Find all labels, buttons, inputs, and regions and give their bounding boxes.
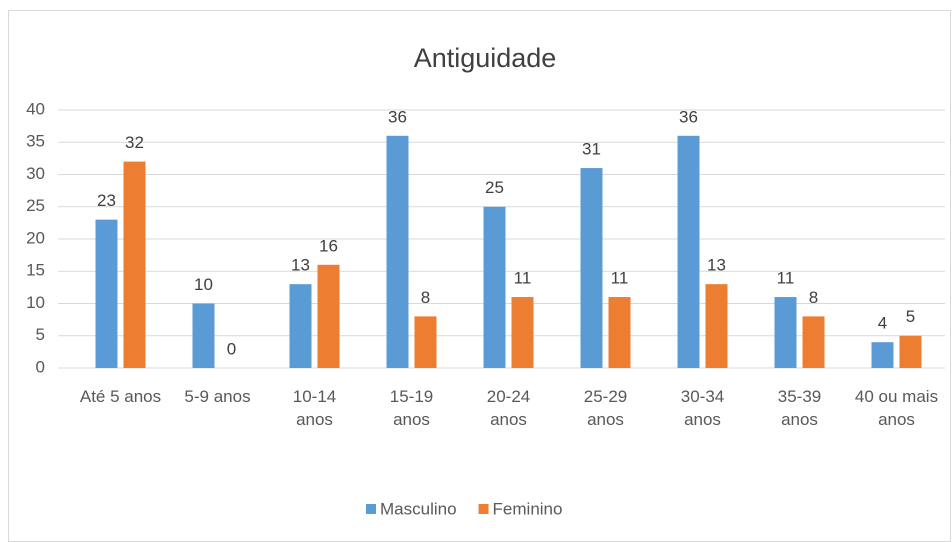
bar: [414, 316, 437, 368]
x-tick-label: 40 ou mais anos: [855, 387, 938, 429]
y-tick-label: 25: [26, 196, 45, 215]
bar: [608, 297, 631, 368]
data-label: 5: [906, 307, 915, 326]
y-tick-label: 0: [36, 357, 45, 376]
data-label: 16: [319, 236, 338, 255]
x-tick-label: 20-24 anos: [487, 387, 530, 429]
data-label: 23: [97, 191, 116, 210]
x-tick-label: 25-29 anos: [584, 387, 627, 429]
bar: [511, 297, 534, 368]
data-label: 32: [125, 133, 144, 152]
data-label: 8: [421, 288, 430, 307]
bar: [289, 284, 312, 368]
y-tick-label: 20: [26, 228, 45, 247]
x-tick-label: 10-14 anos: [293, 387, 336, 429]
bar: [317, 264, 340, 368]
x-tick-label: 30-34 anos: [681, 387, 724, 429]
y-tick-label: 30: [26, 164, 45, 183]
y-tick-label: 40: [26, 99, 45, 118]
bar: [386, 135, 409, 368]
data-label: 11: [777, 269, 795, 288]
data-label: 8: [809, 288, 818, 307]
bar: [95, 219, 118, 368]
x-tick-label: 5-9 anos: [184, 387, 250, 406]
x-tick-label: 15-19 anos: [390, 387, 433, 429]
data-label: 4: [878, 314, 887, 333]
bar: [705, 284, 728, 368]
chart-border: [8, 10, 951, 542]
chart-title: Antiguidade: [414, 43, 557, 73]
data-label: 0: [227, 339, 236, 358]
legend-label: Feminino: [493, 499, 563, 518]
x-tick-label: Até 5 anos: [80, 387, 161, 406]
bar: [192, 303, 215, 368]
data-label: 31: [582, 140, 601, 159]
bar: [871, 342, 894, 368]
legend-swatch: [478, 504, 489, 514]
bar: [774, 297, 797, 368]
y-tick-label: 5: [36, 325, 45, 344]
data-label: 13: [291, 256, 310, 275]
legend-label: Masculino: [380, 499, 457, 518]
bar: [123, 161, 146, 368]
data-label: 13: [707, 256, 726, 275]
bar: [677, 135, 700, 368]
data-label: 36: [679, 107, 698, 126]
data-label: 25: [485, 178, 504, 197]
y-tick-label: 35: [26, 132, 45, 151]
bar: [580, 168, 603, 368]
bar: [899, 335, 922, 368]
data-label: 36: [388, 107, 407, 126]
legend-swatch: [366, 504, 376, 514]
y-tick-label: 10: [26, 293, 45, 312]
data-label: 10: [194, 275, 213, 294]
data-label: 11: [611, 269, 629, 288]
x-tick-label: 35-39 anos: [778, 387, 821, 429]
y-tick-label: 15: [26, 261, 45, 280]
bar: [802, 316, 825, 368]
bar: [483, 206, 506, 368]
data-label: 11: [514, 269, 532, 288]
